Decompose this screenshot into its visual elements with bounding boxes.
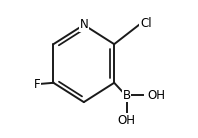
Text: OH: OH bbox=[147, 89, 165, 102]
Text: OH: OH bbox=[118, 114, 136, 127]
Text: B: B bbox=[123, 89, 131, 102]
Text: F: F bbox=[33, 78, 40, 91]
Text: Cl: Cl bbox=[140, 17, 152, 30]
Text: N: N bbox=[79, 18, 88, 31]
